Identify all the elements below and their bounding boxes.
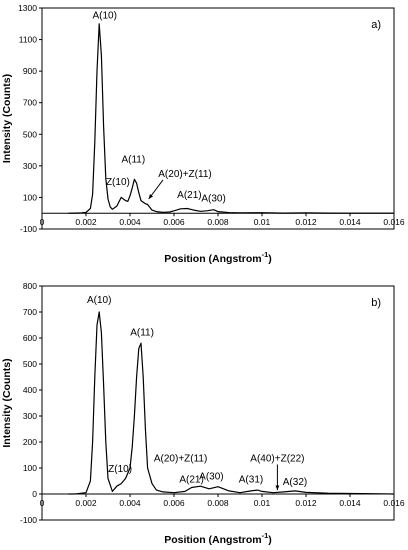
plot-frame bbox=[41, 7, 395, 230]
x-axis-label-close: ) bbox=[268, 253, 272, 265]
x-axis-label-sup: -1 bbox=[262, 531, 269, 540]
x-tick-label: 0.006 bbox=[163, 498, 185, 508]
peak-annotation: Z(10) bbox=[106, 177, 130, 188]
peak-annotation: A(32) bbox=[283, 477, 307, 488]
arrowhead-icon bbox=[148, 194, 154, 200]
x-tick-label: 0.014 bbox=[339, 498, 361, 508]
y-tick-label: 300 bbox=[23, 411, 37, 421]
series-line bbox=[68, 311, 395, 495]
peak-annotation: A(20)+Z(11) bbox=[158, 169, 211, 180]
y-tick-label: -100 bbox=[20, 515, 37, 525]
peak-annotation: A(20)+Z(11) bbox=[154, 454, 207, 465]
y-tick-label: 600 bbox=[23, 333, 37, 343]
y-axis-label: Intensity (Counts) bbox=[1, 358, 13, 447]
y-tick-label: 500 bbox=[23, 359, 37, 369]
panel-label: a) bbox=[371, 19, 381, 31]
peak-annotation: Z(10) bbox=[108, 464, 132, 475]
peak-annotation: A(11) bbox=[130, 327, 154, 338]
peak-annotation: A(40)+Z(22) bbox=[250, 454, 304, 465]
y-tick-label: 1100 bbox=[19, 35, 38, 45]
y-tick-label: 300 bbox=[23, 161, 37, 171]
x-tick-label: 0.012 bbox=[295, 217, 317, 227]
x-axis-label: Position (Angstrom-1) bbox=[164, 531, 272, 546]
y-tick-label: 400 bbox=[23, 385, 37, 395]
plot-frame bbox=[41, 285, 395, 521]
y-tick-label: 900 bbox=[23, 66, 37, 76]
y-axis-label: Intensity (Counts) bbox=[1, 74, 13, 163]
x-tick-label: 0.016 bbox=[383, 498, 405, 508]
x-tick-label: 0 bbox=[40, 498, 45, 508]
peak-annotation: A(31) bbox=[239, 474, 263, 485]
x-axis-label: Position (Angstrom-1) bbox=[164, 250, 272, 265]
y-tick-label: 500 bbox=[23, 129, 37, 139]
peak-annotation: A(11) bbox=[121, 155, 145, 166]
x-tick-label: 0.004 bbox=[119, 498, 141, 508]
x-tick-label: 0.008 bbox=[207, 498, 229, 508]
chart-panel-a: -100 100 300 500 700 900 1100 1300 0 0.002 0.004 0.… bbox=[1, 3, 405, 265]
y-tick-label: 700 bbox=[23, 98, 37, 108]
x-axis-label-main: Position (Angstrom bbox=[164, 534, 261, 546]
series-line bbox=[68, 23, 394, 214]
x-tick-label: 0.002 bbox=[75, 217, 97, 227]
y-tick-label: -100 bbox=[20, 224, 37, 234]
y-tick-label: 200 bbox=[23, 437, 37, 447]
peak-annotation: A(10) bbox=[92, 10, 116, 21]
peak-annotation: A(30) bbox=[199, 472, 223, 483]
y-tick-label: 100 bbox=[23, 192, 37, 202]
x-tick-label: 0.01 bbox=[254, 217, 271, 227]
x-tick-label: 0.004 bbox=[119, 217, 141, 227]
x-axis-label-main: Position (Angstrom bbox=[164, 253, 261, 265]
peak-annotation: A(10) bbox=[87, 295, 111, 306]
x-tick-label: 0.002 bbox=[75, 498, 97, 508]
arrowhead-icon bbox=[275, 485, 280, 491]
y-tick-label: 700 bbox=[23, 307, 37, 317]
y-tick-label: 0 bbox=[32, 489, 37, 499]
x-tick-label: 0.014 bbox=[339, 217, 361, 227]
x-tick-label: 0 bbox=[40, 217, 45, 227]
peak-annotation: A(30) bbox=[201, 193, 225, 204]
y-tick-label: 800 bbox=[23, 281, 37, 291]
y-tick-label: 100 bbox=[23, 463, 37, 473]
x-axis-label-close: ) bbox=[268, 534, 272, 546]
x-tick-label: 0.012 bbox=[295, 498, 317, 508]
x-tick-label: 0.006 bbox=[163, 217, 185, 227]
x-tick-label: 0.016 bbox=[383, 217, 405, 227]
x-tick-label: 0.01 bbox=[254, 498, 271, 508]
peak-annotation: A(21) bbox=[179, 474, 203, 485]
x-tick-label: 0.008 bbox=[207, 217, 229, 227]
peak-annotation: A(21) bbox=[177, 190, 201, 201]
panel-label: b) bbox=[371, 297, 381, 309]
y-tick-label: 1300 bbox=[18, 3, 37, 13]
x-axis-label-sup: -1 bbox=[262, 250, 269, 259]
